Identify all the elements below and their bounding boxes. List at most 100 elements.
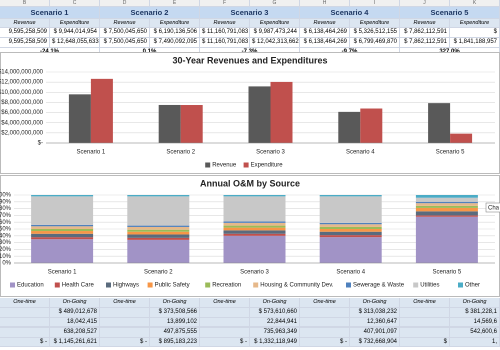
cell: $ 732,668,904 xyxy=(350,337,400,348)
cell: $ 11,160,791,083 xyxy=(200,38,250,48)
cell: $ - xyxy=(100,337,150,348)
y-tick-label: 40% xyxy=(0,233,12,239)
cell: 14,569,6 xyxy=(450,317,500,328)
y-tick-label: 0% xyxy=(2,261,11,267)
bar xyxy=(68,94,91,143)
cell: $ 7,490,092,095 xyxy=(150,38,200,48)
cell xyxy=(250,327,300,329)
bar-segment xyxy=(31,239,94,263)
bar-segment xyxy=(31,226,94,229)
cell: $ - xyxy=(300,337,350,348)
column-letter: J xyxy=(400,0,450,7)
cell: $ xyxy=(400,337,450,348)
subheader: Expenditure xyxy=(250,19,300,28)
bar-segment xyxy=(223,233,286,236)
cell xyxy=(0,327,50,329)
y-tick-label: 80% xyxy=(0,206,12,212)
cell: $ 1,332,118,949 xyxy=(250,337,300,348)
legend-swatch xyxy=(253,282,259,288)
bar-segment xyxy=(31,224,94,227)
cell xyxy=(350,327,400,329)
om-chart[interactable]: Annual O&M by Source 0%10%20%30%40%50%60%… xyxy=(0,175,500,297)
bar-segment xyxy=(415,205,478,208)
legend-swatch xyxy=(10,282,15,288)
x-tick-label: Scenario 1 xyxy=(77,150,106,156)
scenario-header: Scenario 1 xyxy=(0,7,100,19)
y-tick-label: 10% xyxy=(0,254,12,260)
bar-segment xyxy=(31,237,94,240)
cell: $ 313,038,232 xyxy=(350,308,400,318)
cell: 735,963,349 xyxy=(250,328,300,338)
cell: $ 9,944,014,954 xyxy=(50,28,100,38)
cell: 22,844,941 xyxy=(250,317,300,328)
bar xyxy=(450,133,473,143)
cell xyxy=(0,308,50,318)
subheader: Revenue xyxy=(300,19,350,28)
cell: $ 895,183,223 xyxy=(150,337,200,348)
chart-title: Annual O&M by Source xyxy=(200,178,300,188)
y-tick-label: 50% xyxy=(0,227,12,233)
cell: 638,208,527 xyxy=(50,328,100,338)
cell xyxy=(300,308,350,318)
cell: $ 373,508,566 xyxy=(150,308,200,318)
cell: $ 489,012,678 xyxy=(50,308,100,318)
x-tick-label: Scenario 3 xyxy=(256,150,285,156)
bar-segment xyxy=(31,229,94,232)
subheader: Revenue xyxy=(100,19,150,28)
legend-label: Sewerage & Waste xyxy=(353,283,405,289)
column-letter: H xyxy=(300,0,350,7)
bar-segment xyxy=(415,207,478,212)
bar-segment xyxy=(127,225,190,227)
bar-segment xyxy=(223,225,286,228)
bar-segment xyxy=(319,222,382,225)
subheader: On-Going xyxy=(150,298,200,308)
cell: 13,899,102 xyxy=(150,317,200,328)
scenario-header: Scenario 3 xyxy=(200,7,300,19)
cell: $ 12,042,313,662 xyxy=(250,38,300,48)
x-tick-label: Scenario 2 xyxy=(144,270,173,276)
legend-swatch xyxy=(54,282,60,288)
y-tick-label: $2,000,000,000 xyxy=(1,130,43,136)
bar-segment xyxy=(223,195,286,197)
y-tick-label: 90% xyxy=(0,199,12,205)
legend-swatch xyxy=(458,282,463,288)
y-tick-label: $14,000,000,000 xyxy=(0,70,44,76)
legend-label: Education xyxy=(17,283,44,289)
y-tick-label: $12,000,000,000 xyxy=(0,80,44,86)
legend-label: Revenue xyxy=(212,163,237,169)
subheader: Revenue xyxy=(0,19,50,28)
subheader: Expenditure xyxy=(350,19,400,28)
subheader: One-time xyxy=(300,298,350,308)
cell xyxy=(100,317,150,328)
x-tick-label: Scenario 4 xyxy=(346,150,375,156)
bar xyxy=(180,105,203,143)
x-tick-label: Scenario 3 xyxy=(240,270,269,276)
bar-segment xyxy=(223,227,286,231)
cell xyxy=(50,327,100,329)
legend-label: Other xyxy=(465,283,480,289)
subheader: One-time xyxy=(200,298,250,308)
subheader: On-Going xyxy=(450,298,500,308)
revenue-chart[interactable]: 30-Year Revenues and Expenditures $- $2,00… xyxy=(0,52,500,174)
legend-swatch xyxy=(205,162,211,168)
bar-segment xyxy=(319,224,382,227)
bar-segment xyxy=(127,237,190,240)
cell xyxy=(100,308,150,318)
cell: $ 6,799,469,870 xyxy=(350,38,400,48)
legend-label: Expenditure xyxy=(251,163,284,169)
cell: $ 7,862,112,591 xyxy=(400,28,450,38)
cell xyxy=(400,317,450,328)
y-tick-label: $6,000,000,000 xyxy=(1,110,43,116)
y-tick-label: 20% xyxy=(0,247,12,253)
scenario-header: Scenario 2 xyxy=(100,7,200,19)
subheader: Revenue xyxy=(200,19,250,28)
subheader: Expenditure xyxy=(150,19,200,28)
bar-segment xyxy=(223,221,286,223)
subheader: Expenditure xyxy=(450,19,500,28)
bar-segment xyxy=(223,196,286,222)
legend-label: Public Safety xyxy=(155,283,190,289)
bar-segment xyxy=(415,195,478,198)
cell: $ 7,500,045,650 xyxy=(100,28,150,38)
bar xyxy=(90,78,113,143)
cell xyxy=(400,327,450,329)
